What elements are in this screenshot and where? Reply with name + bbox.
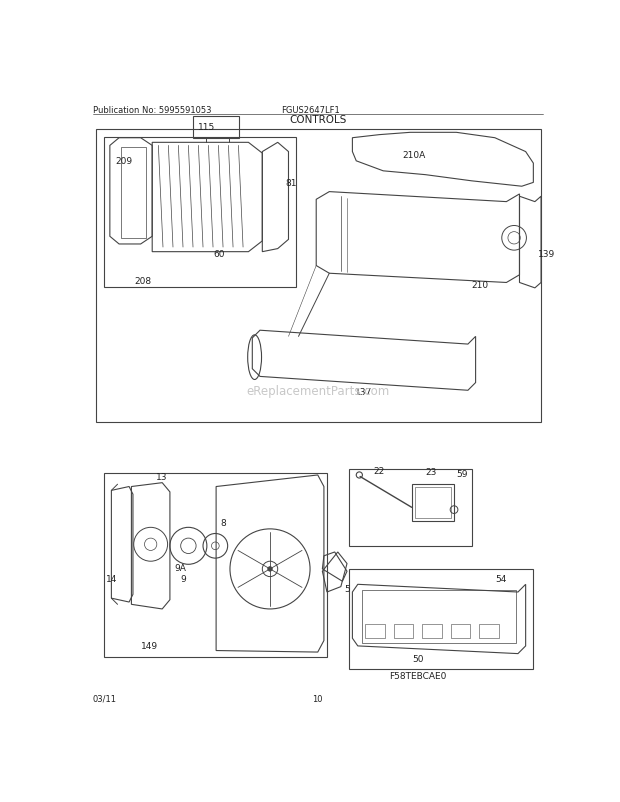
Bar (348, 569, 533, 669)
Text: 209: 209 (115, 157, 132, 166)
Bar (361, 591, 516, 643)
Text: 210A: 210A (402, 151, 426, 160)
Circle shape (268, 567, 272, 572)
Bar (366, 625, 385, 638)
Bar (412, 484, 454, 521)
Text: 14: 14 (106, 575, 117, 584)
Text: 208: 208 (135, 277, 152, 286)
Text: 9A: 9A (175, 563, 187, 572)
Text: 137: 137 (355, 388, 373, 397)
Text: 59: 59 (456, 469, 468, 478)
Bar (348, 469, 472, 546)
Text: 210: 210 (472, 280, 489, 290)
Text: 8: 8 (220, 519, 226, 528)
Text: FGUS2647LF1: FGUS2647LF1 (281, 106, 339, 115)
Bar (104, 473, 327, 658)
Text: 60: 60 (214, 249, 225, 258)
Bar (104, 138, 296, 288)
Text: Publication No: 5995591053: Publication No: 5995591053 (93, 106, 211, 115)
Bar (479, 625, 498, 638)
Text: 03/11: 03/11 (93, 694, 117, 703)
Text: 23: 23 (425, 468, 437, 477)
Bar (451, 625, 470, 638)
Bar (415, 488, 451, 518)
Text: 5: 5 (345, 585, 350, 593)
Bar (193, 117, 239, 139)
Text: 22: 22 (373, 466, 384, 476)
Text: 10: 10 (312, 694, 323, 703)
Text: eReplacementParts.com: eReplacementParts.com (246, 384, 389, 397)
Text: 139: 139 (538, 249, 556, 258)
Bar (422, 625, 441, 638)
Text: 13: 13 (156, 472, 167, 481)
Bar (96, 130, 541, 423)
Text: 149: 149 (141, 642, 157, 650)
Text: CONTROLS: CONTROLS (289, 115, 347, 125)
Text: 54: 54 (495, 574, 506, 583)
Text: 50: 50 (412, 654, 423, 663)
Bar (394, 625, 413, 638)
Text: 115: 115 (198, 124, 216, 132)
Text: 81: 81 (285, 179, 297, 188)
Bar (122, 148, 146, 238)
Text: F58TEBCAE0: F58TEBCAE0 (389, 670, 446, 680)
Text: 9: 9 (180, 575, 187, 584)
